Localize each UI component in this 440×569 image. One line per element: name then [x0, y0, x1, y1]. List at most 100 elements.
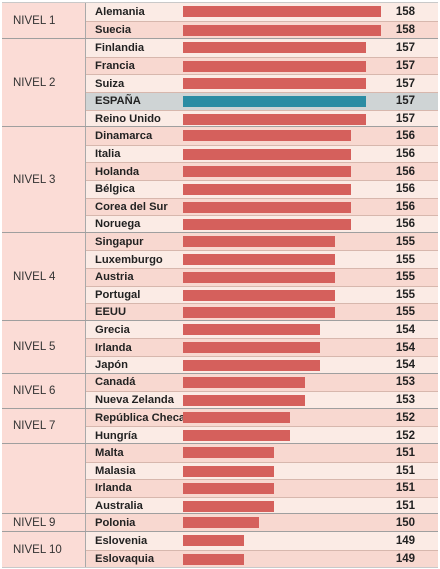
bar: [183, 271, 336, 283]
table-row: Bélgica 156: [86, 179, 438, 198]
country-label: Portugal: [95, 288, 141, 301]
bar: [183, 24, 381, 36]
country-label: ESPAÑA: [95, 95, 141, 108]
bar: [183, 130, 351, 142]
value-label: 155: [395, 253, 415, 266]
bar: [183, 395, 305, 407]
value-label: 151: [395, 464, 415, 477]
table-row: Reino Unido 157: [86, 109, 438, 128]
level-label: NIVEL 1: [2, 3, 86, 39]
bar: [183, 235, 336, 247]
bar: [183, 6, 381, 17]
bar: [183, 376, 305, 388]
country-label: Australia: [95, 500, 143, 513]
value-label: 156: [395, 148, 415, 161]
table-row: Suiza 157: [86, 74, 438, 92]
table-row: Australia 151: [86, 496, 438, 515]
country-label: Luxemburgo: [95, 253, 163, 266]
bar: [183, 95, 366, 107]
table-row: EEUU 155: [86, 303, 438, 321]
value-label: 154: [395, 323, 415, 336]
table-row: Nueva Zelanda 153: [86, 391, 438, 409]
table-row: Corea del Sur 156: [86, 197, 438, 216]
country-label: Noruega: [95, 218, 141, 231]
table-row: Malta 151: [86, 444, 438, 462]
value-label: 155: [395, 288, 415, 301]
table-row: Malasia 151: [86, 461, 438, 480]
country-label: Finlandia: [95, 41, 145, 54]
level-label: NIVEL 4: [2, 232, 86, 321]
table-row: Japón 154: [86, 355, 438, 374]
country-label: EEUU: [95, 306, 127, 319]
table-row: Portugal 155: [86, 285, 438, 304]
value-label: 152: [395, 411, 415, 424]
value-label: 153: [395, 394, 415, 407]
level-label: [2, 444, 86, 515]
country-label: Irlanda: [95, 482, 132, 495]
bar: [183, 323, 321, 335]
bar: [183, 113, 366, 125]
bar: [183, 219, 351, 231]
bar: [183, 42, 366, 54]
bar: [183, 166, 351, 178]
country-label: Suiza: [95, 77, 125, 90]
value-label: 157: [395, 60, 415, 73]
country-label: Reino Unido: [95, 112, 161, 125]
level-group: NIVEL 9 Polonia 150: [2, 513, 438, 532]
bar: [183, 254, 336, 266]
country-label: República Checa: [95, 411, 186, 424]
country-label: Singapur: [95, 235, 144, 248]
value-label: 156: [395, 129, 415, 142]
country-label: Francia: [95, 60, 135, 73]
value-label: 155: [395, 271, 415, 284]
country-label: Eslovaquia: [95, 552, 155, 565]
bar: [183, 411, 290, 423]
table-row: Alemania 158: [86, 3, 438, 21]
country-label: Eslovenia: [95, 534, 148, 547]
bar: [183, 535, 244, 546]
bar: [183, 78, 366, 90]
value-label: 153: [395, 376, 415, 389]
value-label: 156: [395, 165, 415, 178]
table-row: Holanda 156: [86, 162, 438, 180]
value-label: 157: [395, 41, 415, 54]
table-row: Noruega 156: [86, 215, 438, 233]
country-label: Holanda: [95, 165, 140, 178]
country-label: Japón: [95, 359, 128, 372]
value-label: 155: [395, 306, 415, 319]
bar: [183, 148, 351, 160]
table-row: Polonia 150: [86, 514, 438, 532]
value-label: 157: [395, 112, 415, 125]
value-label: 154: [395, 359, 415, 372]
table-row: Finlandia 157: [86, 39, 438, 57]
table-row: Eslovaquia 149: [86, 549, 438, 568]
bar: [183, 430, 290, 442]
value-label: 151: [395, 446, 415, 459]
level-label: NIVEL 10: [2, 532, 86, 568]
value-label: 149: [395, 534, 415, 547]
value-label: 150: [395, 517, 415, 530]
table-row: Irlanda 154: [86, 338, 438, 356]
bar: [183, 553, 244, 565]
bar: [183, 359, 321, 371]
level-label: NIVEL 5: [2, 320, 86, 374]
bar: [183, 289, 336, 301]
country-label: Canadá: [95, 376, 136, 389]
table-row: Suecia 158: [86, 20, 438, 39]
table-row: Eslovenia 149: [86, 532, 438, 550]
country-label: Grecia: [95, 323, 130, 336]
value-label: 155: [395, 235, 415, 248]
value-label: 151: [395, 500, 415, 513]
level-label: NIVEL 6: [2, 373, 86, 409]
table-row: Hungría 152: [86, 426, 438, 444]
bar: [183, 500, 275, 512]
bar: [183, 465, 275, 477]
value-label: 158: [395, 5, 415, 18]
level-label: NIVEL 2: [2, 39, 86, 128]
bar: [183, 447, 275, 458]
level-label: NIVEL 9: [2, 514, 86, 532]
country-label: Alemania: [95, 5, 145, 18]
level-group: Malta 151 Malasia 151 Irlanda 151 Australia 151: [2, 443, 438, 515]
level-group: NIVEL 2 Finlandia 157 Francia 157 Suiza 157 ESP…: [2, 38, 438, 128]
